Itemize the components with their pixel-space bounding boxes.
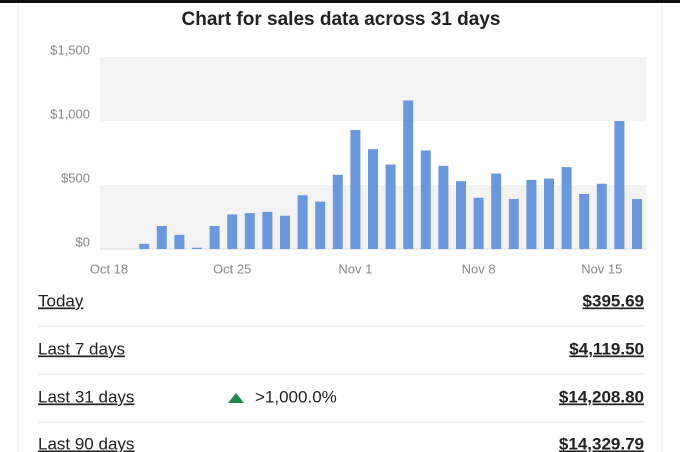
- bar: [438, 165, 449, 249]
- x-tick-label: Oct 25: [213, 261, 251, 276]
- bar: [227, 214, 238, 249]
- bar: [192, 247, 202, 249]
- amount: $4,119.50: [569, 339, 644, 358]
- bar: [614, 121, 625, 249]
- chart-title: Chart for sales data across 31 days: [182, 9, 501, 30]
- bar: [280, 215, 290, 249]
- period-link[interactable]: Last 31 days: [38, 387, 134, 406]
- bar: [508, 199, 519, 249]
- bar: [420, 150, 431, 249]
- bar: [156, 225, 167, 249]
- bar: [368, 149, 378, 249]
- bar: [403, 100, 414, 250]
- bar: [544, 178, 554, 249]
- bar: [244, 213, 255, 249]
- bar: [315, 201, 326, 249]
- period-link[interactable]: Today: [38, 291, 84, 310]
- summary: Today $395.69 Last 7 days $4,119.50 Last 31 …: [38, 291, 644, 452]
- bar: [561, 167, 572, 249]
- bar: [174, 234, 185, 249]
- period-link[interactable]: Last 7 days: [38, 339, 125, 358]
- chart: $0 $500 $1,000 $1,500 Oct 18 Oct 25 Nov 1 Nov 8…: [50, 42, 646, 276]
- bar: [332, 174, 343, 249]
- bar: [139, 243, 150, 249]
- x-tick-label: Nov 15: [581, 261, 622, 276]
- bar: [579, 193, 590, 249]
- amount: $14,329.79: [559, 434, 644, 452]
- x-tick-label: Oct 18: [90, 261, 128, 276]
- bar: [491, 173, 502, 249]
- amount: $395.69: [583, 291, 644, 310]
- y-tick-label: $500: [61, 170, 90, 185]
- y-tick-label: $0: [76, 234, 90, 249]
- bar: [209, 225, 220, 249]
- y-tick-label: $1,500: [50, 42, 90, 57]
- bar: [262, 211, 273, 249]
- bar: [456, 181, 466, 249]
- change-text: >1,000.0%: [255, 387, 337, 406]
- bar: [596, 183, 607, 249]
- y-tick-label: $1,000: [50, 106, 90, 121]
- bar: [297, 195, 308, 249]
- bar: [632, 199, 642, 249]
- x-tick-label: Nov 1: [338, 261, 372, 276]
- grid-band: [100, 57, 646, 121]
- amount: $14,208.80: [559, 387, 644, 406]
- up-arrow: [228, 393, 244, 403]
- bar: [526, 179, 537, 249]
- period-link[interactable]: Last 90 days: [38, 434, 134, 452]
- x-tick-label: Nov 8: [462, 261, 496, 276]
- bar: [385, 164, 396, 249]
- bar: [350, 129, 361, 249]
- bar: [473, 197, 484, 249]
